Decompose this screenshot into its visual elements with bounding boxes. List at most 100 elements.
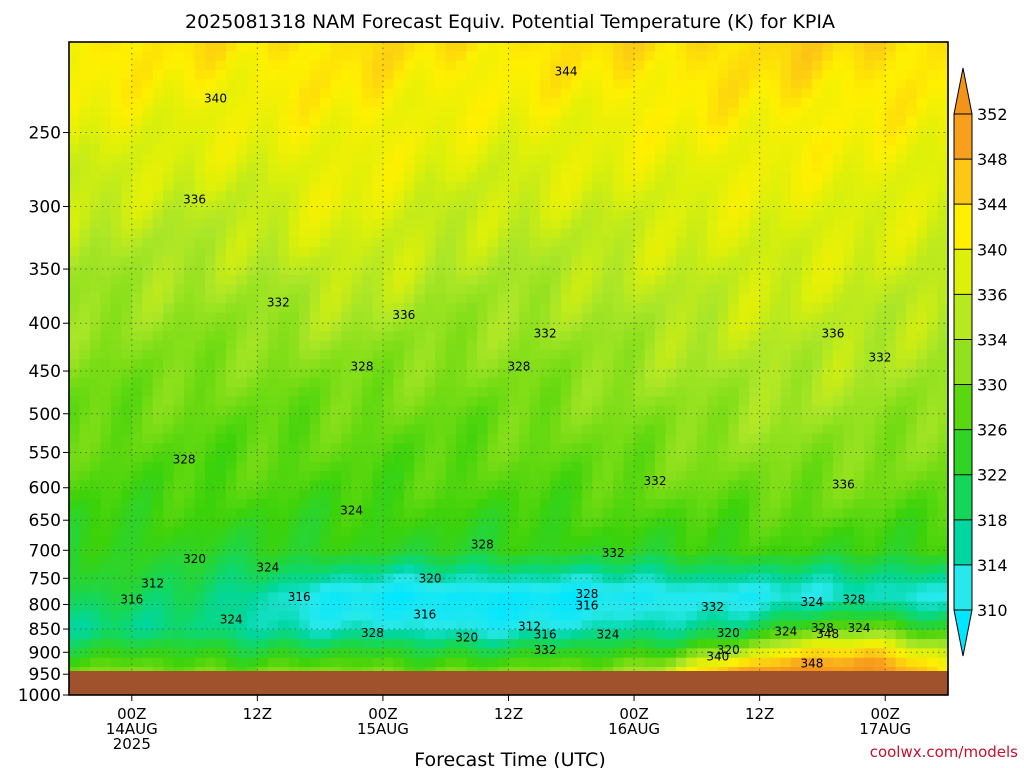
field-cell bbox=[623, 228, 635, 239]
field-cell bbox=[634, 564, 646, 575]
field-cell bbox=[885, 172, 897, 183]
field-cell bbox=[832, 144, 844, 155]
field-cell bbox=[655, 461, 667, 472]
field-cell bbox=[843, 284, 855, 295]
field-cell bbox=[278, 181, 290, 192]
field-cell bbox=[560, 377, 572, 388]
field-cell bbox=[79, 452, 91, 463]
field-cell bbox=[225, 564, 238, 575]
field-cell bbox=[759, 135, 771, 146]
field-cell bbox=[466, 135, 478, 146]
field-cell bbox=[518, 349, 531, 360]
field-cell bbox=[121, 555, 133, 565]
field-cell bbox=[571, 499, 583, 510]
field-cell bbox=[550, 377, 562, 388]
field-cell bbox=[581, 368, 593, 379]
field-cell bbox=[874, 405, 886, 416]
field-cell bbox=[644, 107, 656, 118]
field-cell bbox=[152, 527, 164, 538]
field-cell bbox=[895, 125, 907, 136]
field-cell bbox=[613, 97, 625, 108]
field-cell bbox=[152, 172, 164, 183]
field-cell bbox=[749, 200, 761, 211]
field-cell bbox=[927, 480, 939, 491]
field-cell bbox=[927, 312, 939, 323]
field-cell bbox=[529, 340, 541, 351]
field-cell bbox=[853, 275, 865, 286]
field-cell bbox=[341, 368, 353, 379]
field-cell bbox=[874, 545, 886, 556]
field-cell bbox=[424, 51, 436, 62]
field-cell bbox=[320, 60, 332, 71]
field-cell bbox=[696, 312, 708, 323]
field-cell bbox=[811, 247, 824, 258]
field-cell bbox=[895, 116, 907, 127]
field-cell bbox=[403, 42, 415, 52]
field-cell bbox=[257, 228, 269, 239]
field-cell bbox=[372, 163, 384, 174]
field-cell bbox=[477, 396, 489, 407]
field-cell bbox=[89, 396, 101, 407]
field-cell bbox=[246, 293, 258, 304]
field-cell bbox=[822, 107, 834, 118]
field-cell bbox=[225, 405, 238, 416]
field-cell bbox=[362, 181, 374, 192]
field-cell bbox=[362, 60, 374, 71]
field-cell bbox=[372, 312, 384, 323]
field-cell bbox=[79, 368, 91, 379]
field-cell bbox=[498, 387, 510, 398]
field-cell bbox=[529, 265, 541, 276]
field-cell bbox=[665, 545, 677, 556]
field-cell bbox=[853, 480, 865, 491]
field-cell bbox=[257, 88, 269, 99]
field-cell bbox=[435, 396, 447, 407]
field-cell bbox=[382, 209, 394, 220]
field-cell bbox=[560, 545, 572, 556]
field-cell bbox=[246, 443, 258, 454]
field-cell bbox=[592, 153, 604, 164]
field-cell bbox=[853, 284, 865, 295]
field-cell bbox=[675, 163, 687, 174]
field-cell bbox=[435, 321, 447, 332]
field-cell bbox=[644, 200, 656, 211]
field-cell bbox=[466, 321, 478, 332]
field-cell bbox=[372, 359, 384, 370]
field-cell bbox=[738, 583, 750, 593]
field-cell bbox=[362, 340, 374, 351]
field-cell bbox=[874, 555, 886, 565]
field-cell bbox=[362, 284, 374, 295]
field-cell bbox=[906, 79, 918, 90]
field-cell bbox=[69, 275, 81, 286]
field-cell bbox=[550, 359, 562, 370]
field-cell bbox=[299, 331, 311, 342]
field-cell bbox=[487, 527, 499, 538]
field-cell bbox=[163, 172, 175, 183]
field-cell bbox=[937, 555, 948, 565]
field-cell bbox=[539, 125, 551, 136]
field-cell bbox=[518, 116, 531, 127]
field-cell bbox=[623, 573, 635, 584]
field-cell bbox=[738, 564, 750, 575]
field-cell bbox=[414, 517, 426, 528]
field-cell bbox=[602, 303, 614, 314]
field-cell bbox=[550, 237, 562, 248]
field-cell bbox=[79, 303, 91, 314]
field-cell bbox=[811, 583, 824, 593]
field-cell bbox=[592, 321, 604, 332]
field-cell bbox=[885, 424, 897, 435]
field-cell bbox=[927, 275, 939, 286]
field-cell bbox=[571, 517, 583, 528]
field-cell bbox=[69, 219, 81, 230]
field-cell bbox=[351, 219, 363, 230]
field-cell bbox=[110, 331, 122, 342]
field-cell bbox=[456, 256, 468, 267]
field-cell bbox=[675, 247, 687, 258]
field-cell bbox=[435, 284, 447, 295]
field-cell bbox=[801, 293, 813, 304]
field-cell bbox=[885, 321, 897, 332]
field-cell bbox=[759, 536, 771, 547]
field-cell bbox=[613, 564, 625, 575]
field-cell bbox=[69, 200, 81, 211]
field-cell bbox=[508, 499, 520, 510]
field-cell bbox=[309, 247, 321, 258]
